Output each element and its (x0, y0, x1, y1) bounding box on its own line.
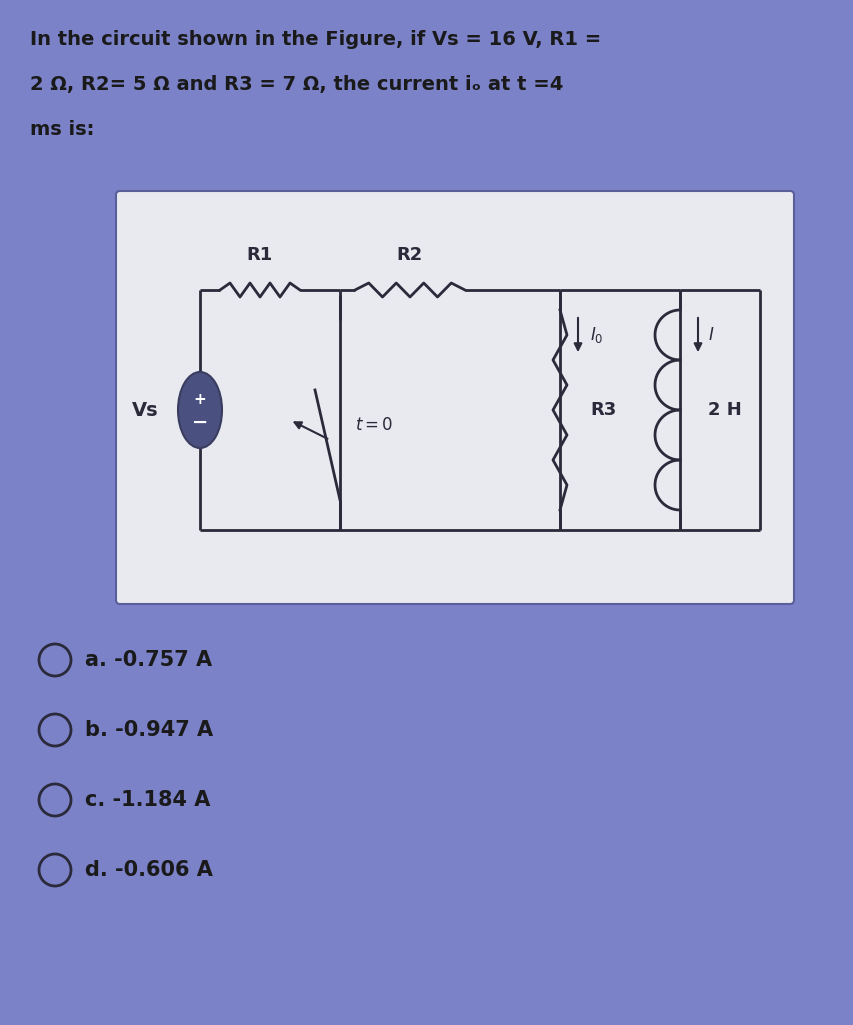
Text: In the circuit shown in the Figure, if Vs = 16 V, R1 =: In the circuit shown in the Figure, if V… (30, 30, 601, 49)
FancyBboxPatch shape (116, 191, 793, 604)
Text: R3: R3 (589, 401, 616, 419)
Text: ms is:: ms is: (30, 120, 95, 139)
Text: +: + (194, 393, 206, 408)
Text: $I_0$: $I_0$ (589, 325, 603, 345)
Text: d. -0.606 A: d. -0.606 A (85, 860, 212, 880)
Text: b. -0.947 A: b. -0.947 A (85, 720, 213, 740)
Ellipse shape (177, 372, 222, 448)
Text: R1: R1 (247, 246, 273, 264)
Text: R2: R2 (397, 246, 422, 264)
Text: 2 Ω, R2= 5 Ω and R3 = 7 Ω, the current iₒ at t =4: 2 Ω, R2= 5 Ω and R3 = 7 Ω, the current i… (30, 75, 563, 94)
Text: a. -0.757 A: a. -0.757 A (85, 650, 212, 670)
Text: −: − (192, 412, 208, 432)
Text: 2 H: 2 H (707, 401, 741, 419)
Text: $t=0$: $t=0$ (355, 416, 393, 434)
Text: c. -1.184 A: c. -1.184 A (85, 790, 210, 810)
Text: $I$: $I$ (707, 326, 714, 344)
Text: Vs: Vs (131, 401, 158, 419)
